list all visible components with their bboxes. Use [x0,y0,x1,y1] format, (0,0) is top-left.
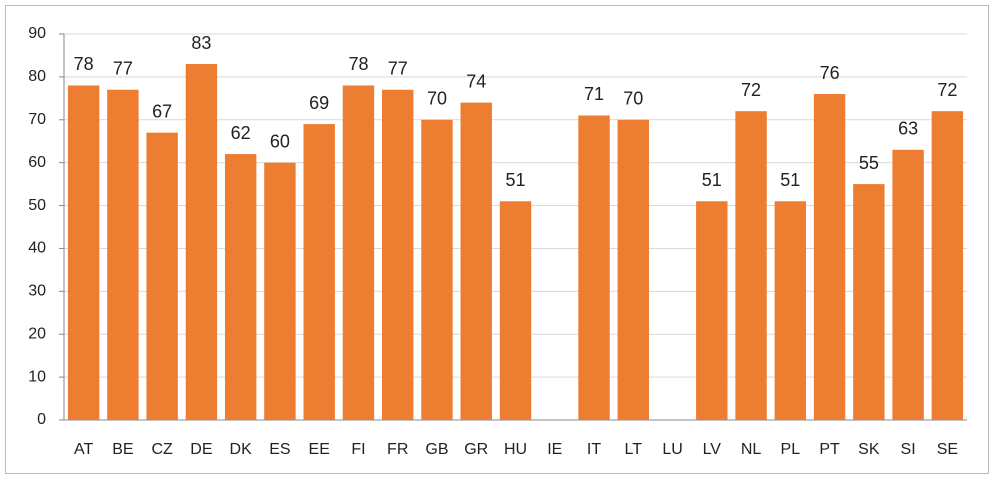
bar [617,119,649,421]
y-tick-label: 90 [28,25,46,42]
data-label: 51 [505,170,525,190]
x-tick-label: HU [504,441,527,458]
data-label: 51 [780,170,800,190]
data-label: 69 [309,93,329,113]
y-tick-label: 10 [28,368,46,385]
bar [813,94,846,421]
x-tick-label: EE [309,441,330,458]
data-label: 78 [74,54,94,74]
x-tick-label: AT [74,441,93,458]
bar [421,119,453,421]
bar [578,115,610,420]
data-label: 70 [623,89,643,109]
data-label: 60 [270,131,290,151]
data-label: 71 [584,84,604,104]
x-tick-label: PL [781,441,801,458]
x-tick-label: DE [190,441,212,458]
bar [499,201,532,420]
bar [107,89,139,420]
x-tick-label: FI [351,441,365,458]
bar [853,184,885,420]
bar [303,124,335,421]
data-label: 62 [231,123,251,143]
x-tick-label: DK [230,441,253,458]
x-tick-label: GB [425,441,448,458]
y-tick-label: 80 [28,68,46,85]
data-label: 77 [113,59,133,79]
bar [892,149,924,421]
x-tick-label: LT [625,441,643,458]
bar [774,201,807,420]
bar [67,85,100,420]
x-tick-label: IE [547,441,562,458]
x-tick-label: SI [901,441,916,458]
bar [735,111,767,420]
x-tick-label: GR [464,441,488,458]
data-label: 72 [741,80,761,100]
bar [460,102,492,420]
y-tick-label: 0 [37,411,46,428]
bar [146,132,178,420]
y-tick-label: 50 [28,197,46,214]
x-tick-label: NL [741,441,762,458]
data-label: 67 [152,101,172,121]
x-tick-label: IT [587,441,601,458]
data-label: 55 [859,153,879,173]
x-tick-label: SE [937,441,958,458]
x-tick-label: BE [112,441,133,458]
y-tick-label: 70 [28,111,46,128]
data-label: 78 [348,54,368,74]
x-tick-label: CZ [151,441,173,458]
data-label: 74 [466,71,486,91]
bar [185,64,218,421]
data-label: 77 [388,59,408,79]
x-tick-label: ES [269,441,290,458]
y-tick-label: 60 [28,154,46,171]
data-label: 76 [820,63,840,83]
data-label: 51 [702,170,722,190]
bar [264,162,296,420]
y-tick-label: 20 [28,325,46,342]
bar [382,89,414,420]
bar [342,85,375,420]
bar [931,111,964,420]
x-tick-label: SK [858,441,880,458]
data-label: 70 [427,89,447,109]
data-label: 83 [191,33,211,53]
x-tick-label: LU [662,441,682,458]
data-label: 63 [898,119,918,139]
y-tick-label: 30 [28,283,46,300]
bar [696,201,728,420]
y-tick-label: 40 [28,240,46,257]
x-tick-label: FR [387,441,408,458]
x-tick-label: LV [703,441,722,458]
bar [224,154,257,421]
x-tick-label: PT [819,441,840,458]
data-label: 72 [937,80,957,100]
